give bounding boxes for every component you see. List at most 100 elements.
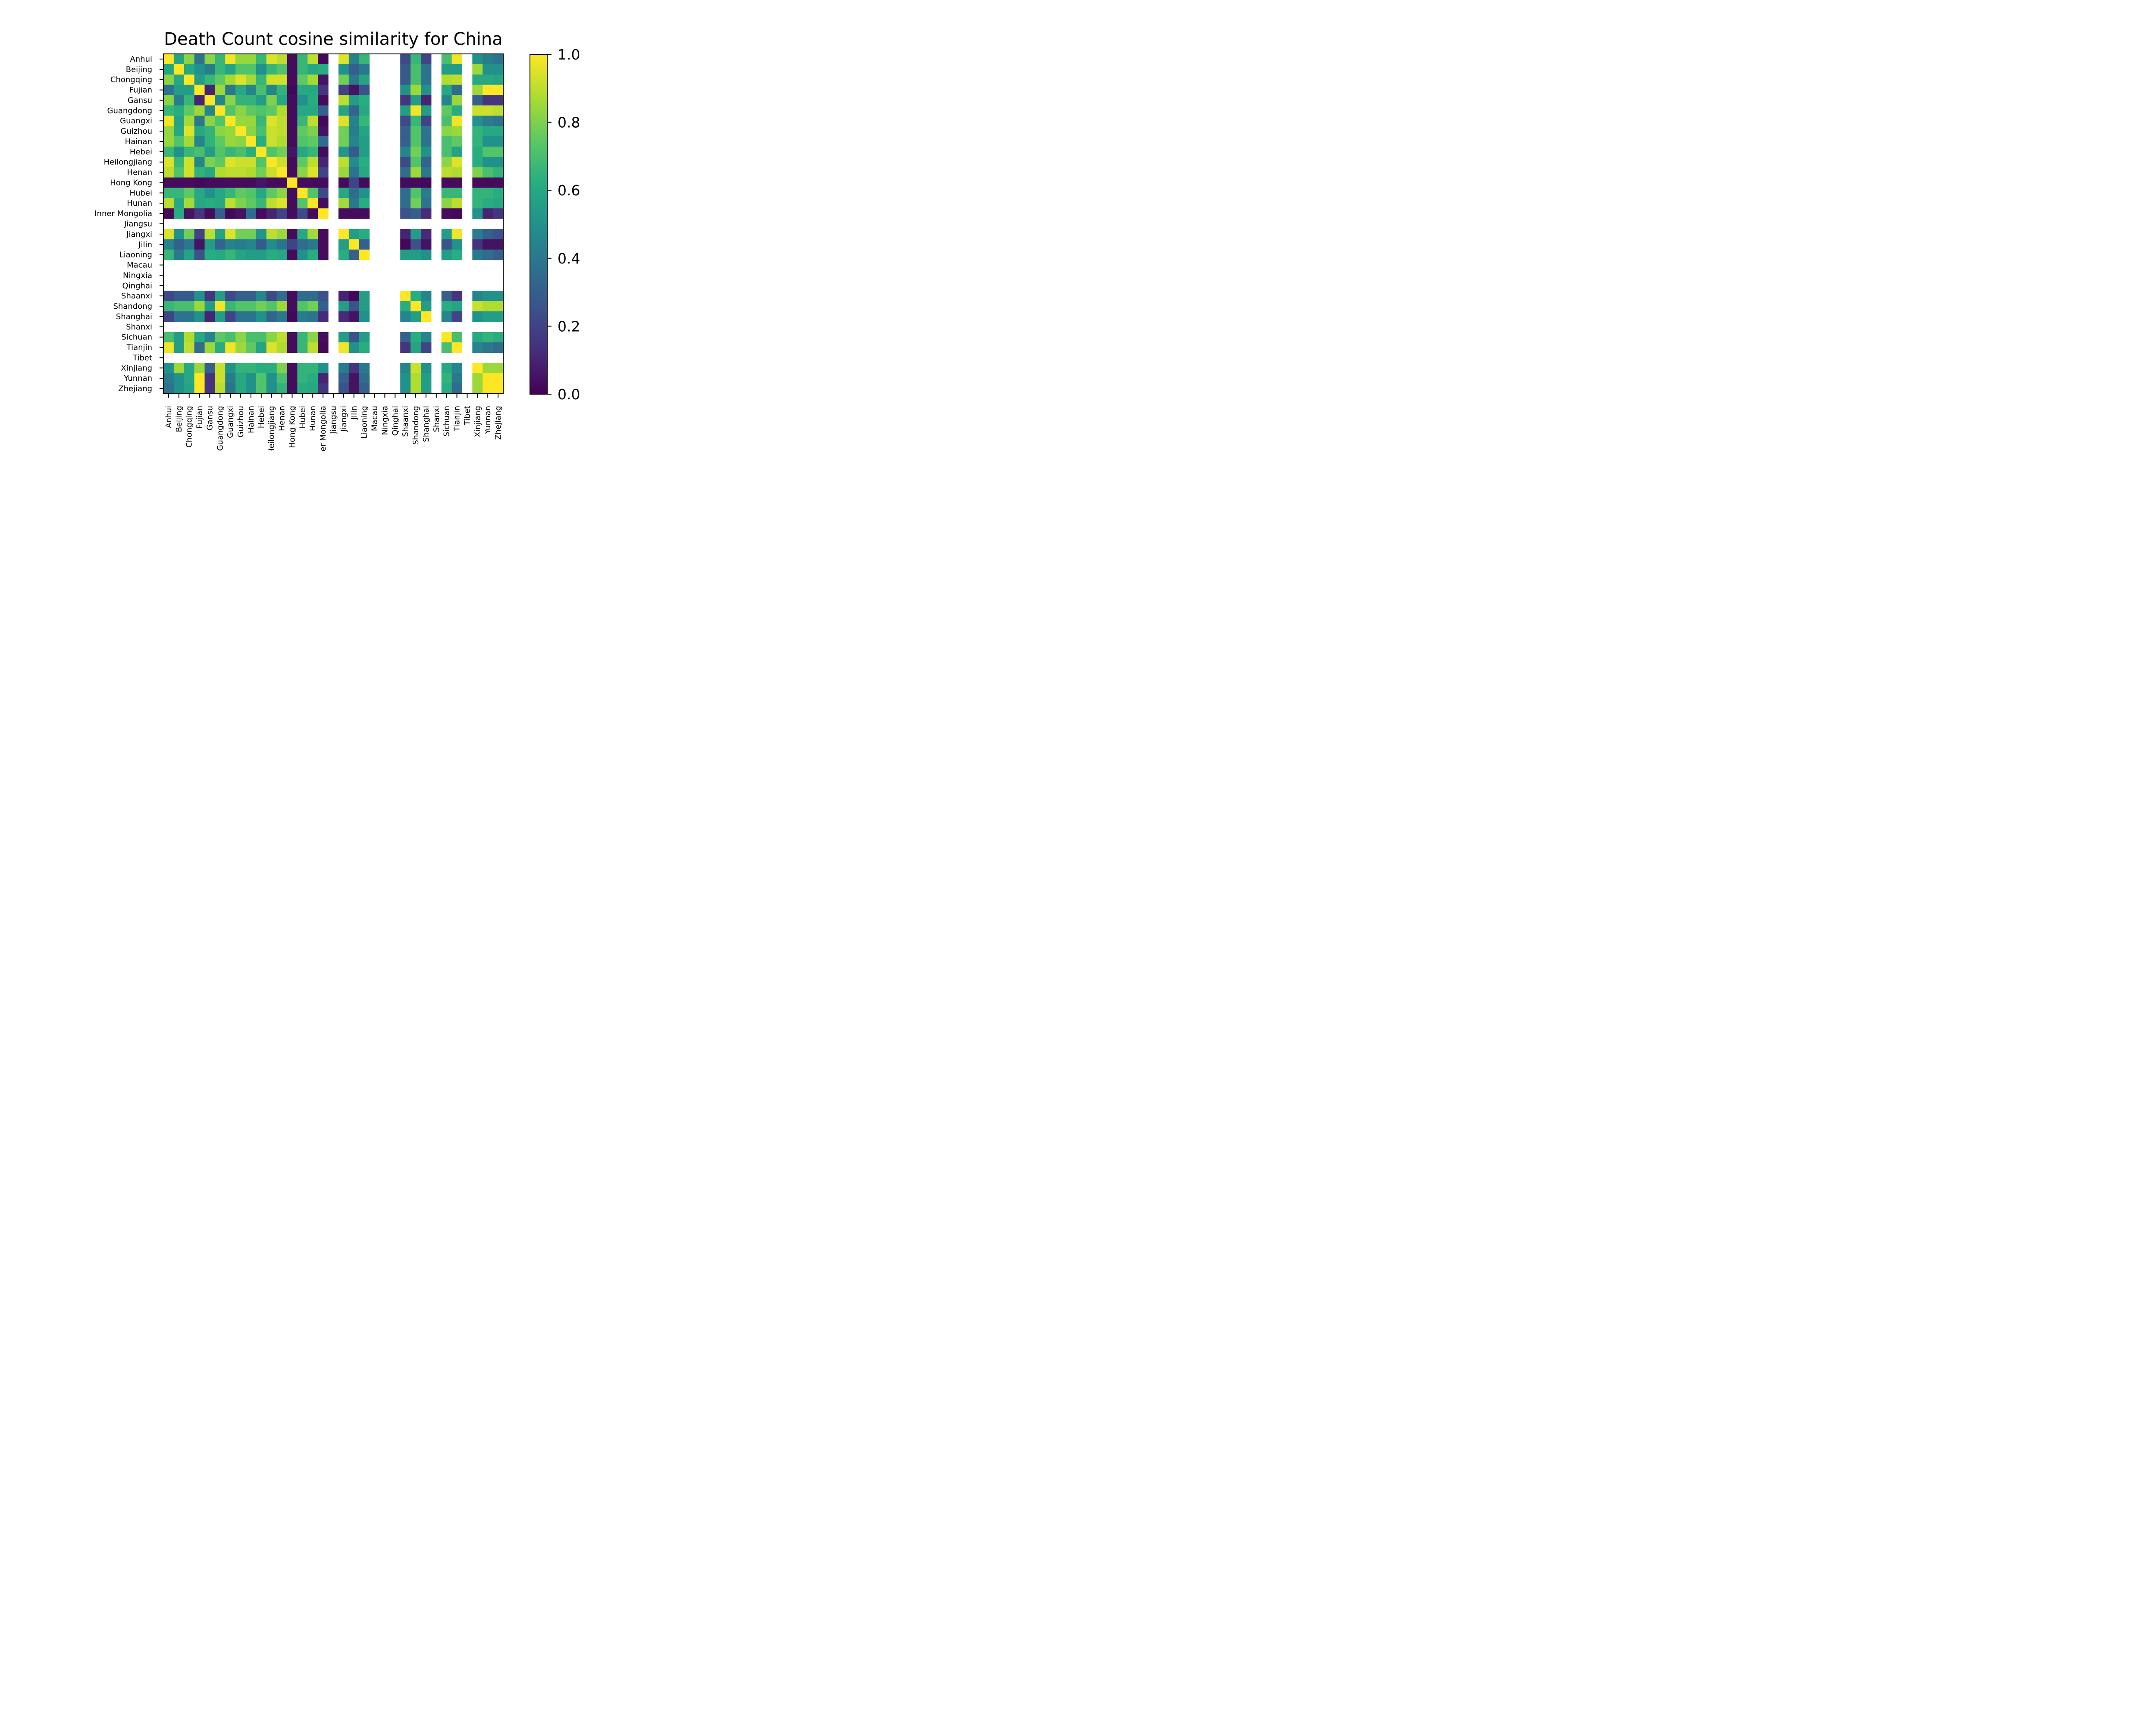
y-tick-label: Inner Mongolia bbox=[94, 209, 152, 218]
heatmap-cell bbox=[297, 177, 308, 188]
heatmap-cell bbox=[204, 167, 215, 178]
heatmap-cell bbox=[266, 95, 277, 106]
heatmap-cell bbox=[173, 126, 185, 137]
x-tick-label: Jilin bbox=[350, 406, 359, 420]
heatmap-cell bbox=[246, 54, 257, 65]
heatmap-cell bbox=[472, 383, 483, 394]
heatmap-cell bbox=[441, 229, 452, 240]
colorbar bbox=[530, 54, 548, 395]
heatmap-cell bbox=[420, 116, 432, 126]
heatmap-cell bbox=[318, 64, 329, 75]
heatmap-cell bbox=[348, 363, 360, 373]
heatmap-cell bbox=[420, 54, 432, 65]
heatmap-cell bbox=[318, 198, 329, 209]
heatmap-cell bbox=[184, 249, 195, 260]
y-tick-label: Macau bbox=[127, 261, 152, 270]
heatmap-cell bbox=[225, 146, 236, 157]
heatmap-cell bbox=[287, 198, 298, 209]
colorbar-tick-label: 0.0 bbox=[558, 386, 580, 403]
heatmap-cell bbox=[338, 208, 349, 219]
heatmap-cell bbox=[235, 85, 246, 96]
heatmap-cell bbox=[400, 157, 411, 168]
y-tick-label: Anhui bbox=[130, 55, 152, 64]
heatmap-cell bbox=[493, 291, 504, 301]
heatmap-cell bbox=[493, 167, 504, 178]
heatmap-cell bbox=[411, 177, 421, 188]
heatmap-cell bbox=[338, 301, 349, 312]
heatmap-cell bbox=[297, 64, 308, 75]
heatmap-cell bbox=[483, 85, 493, 96]
heatmap-cell bbox=[246, 188, 257, 198]
heatmap-cell bbox=[204, 198, 215, 209]
heatmap-cell bbox=[225, 54, 236, 65]
heatmap-cell bbox=[215, 188, 226, 198]
heatmap-cell bbox=[287, 146, 298, 157]
x-tick-label: Yunnan bbox=[483, 406, 492, 435]
y-tick-label: Hubei bbox=[130, 188, 152, 198]
y-tick-label: Hunan bbox=[127, 199, 152, 208]
heatmap-cell bbox=[194, 291, 205, 301]
heatmap-cell bbox=[472, 64, 483, 75]
heatmap-cell bbox=[420, 157, 432, 168]
heatmap-cell bbox=[276, 198, 288, 209]
heatmap-cell bbox=[472, 208, 483, 219]
heatmap-cell bbox=[163, 239, 174, 250]
heatmap-cell bbox=[204, 291, 215, 301]
heatmap-cell bbox=[359, 177, 370, 188]
heatmap-cell bbox=[246, 177, 257, 188]
heatmap-cell bbox=[184, 157, 195, 168]
heatmap-cell bbox=[348, 126, 360, 137]
heatmap-cell bbox=[173, 74, 185, 85]
heatmap-cell bbox=[420, 342, 432, 353]
heatmap-cell bbox=[359, 301, 370, 312]
heatmap-cell bbox=[493, 208, 504, 219]
x-tick-label: Guizhou bbox=[236, 406, 245, 438]
heatmap-cell bbox=[318, 383, 329, 394]
heatmap-cell bbox=[420, 74, 432, 85]
heatmap-cell bbox=[163, 301, 174, 312]
heatmap-cell bbox=[194, 229, 205, 240]
heatmap-cell bbox=[256, 239, 267, 250]
heatmap-cell bbox=[493, 116, 504, 126]
heatmap-cell bbox=[276, 342, 288, 353]
heatmap-cell bbox=[472, 177, 483, 188]
heatmap-cell bbox=[204, 146, 215, 157]
heatmap-cell bbox=[338, 177, 349, 188]
heatmap-cell bbox=[256, 105, 267, 116]
heatmap-cell bbox=[318, 188, 329, 198]
heatmap-cell bbox=[451, 74, 463, 85]
x-tick-label: Shanghai bbox=[422, 406, 431, 442]
heatmap-cell bbox=[359, 229, 370, 240]
heatmap-cell bbox=[194, 188, 205, 198]
heatmap-cell bbox=[256, 249, 267, 260]
heatmap-cell bbox=[483, 311, 493, 322]
heatmap-cell bbox=[163, 342, 174, 353]
x-tick-label: Chongqing bbox=[185, 406, 194, 448]
heatmap-cell bbox=[225, 198, 236, 209]
x-tick-label: Anhui bbox=[164, 406, 173, 428]
heatmap-cell bbox=[400, 167, 411, 178]
heatmap-cell bbox=[400, 363, 411, 373]
heatmap-cell bbox=[215, 105, 226, 116]
heatmap-cell bbox=[184, 136, 195, 147]
heatmap-cell bbox=[318, 74, 329, 85]
heatmap-cell bbox=[411, 167, 421, 178]
heatmap-cell bbox=[287, 136, 298, 147]
heatmap-cell bbox=[173, 198, 185, 209]
heatmap-cell bbox=[204, 85, 215, 96]
heatmap-cell bbox=[184, 208, 195, 219]
heatmap-cell bbox=[163, 167, 174, 178]
heatmap-cell bbox=[359, 363, 370, 373]
heatmap-cell bbox=[266, 291, 277, 301]
heatmap-cell bbox=[307, 301, 318, 312]
x-tick-label: Jiangsu bbox=[329, 406, 338, 434]
heatmap-cell bbox=[400, 54, 411, 65]
heatmap-cell bbox=[441, 157, 452, 168]
heatmap-cell bbox=[411, 85, 421, 96]
heatmap-cell bbox=[215, 136, 226, 147]
heatmap-cell bbox=[441, 177, 452, 188]
x-tick-label: Henan bbox=[278, 406, 287, 431]
heatmap-cell bbox=[400, 136, 411, 147]
heatmap-cell bbox=[287, 116, 298, 126]
heatmap-cell bbox=[276, 167, 288, 178]
